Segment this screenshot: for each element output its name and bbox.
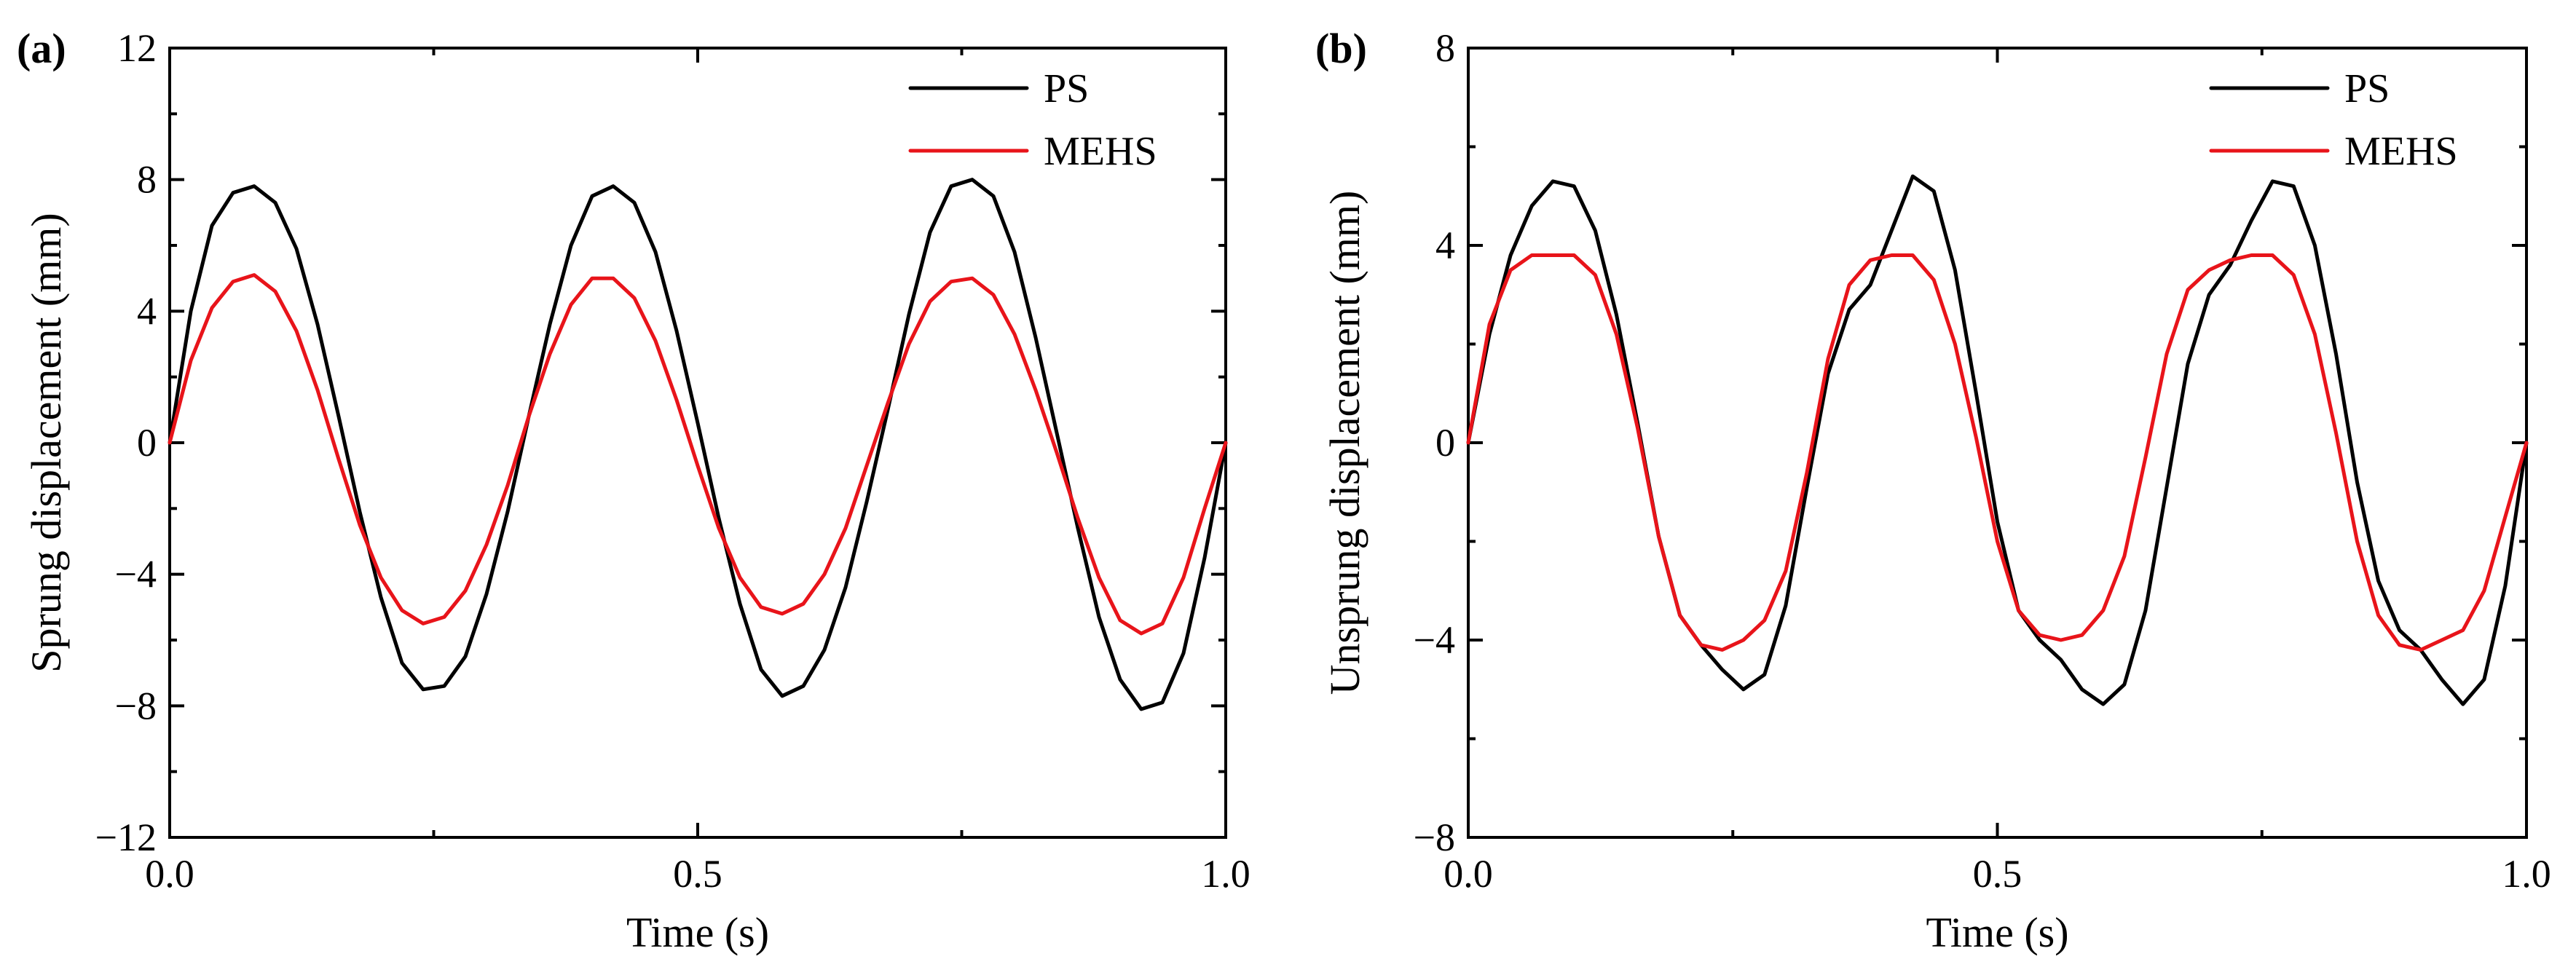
panel-label: (a) [17, 25, 66, 72]
x-tick-label: 0.5 [1973, 852, 2022, 896]
series-line-mehs [168, 273, 1228, 636]
y-tick-label: 12 [117, 26, 157, 70]
panel-label: (b) [1315, 25, 1367, 72]
legend-label-mehs: MEHS [2344, 129, 2458, 174]
y-tick-label: 8 [1435, 26, 1455, 70]
y-tick-label: −4 [115, 553, 157, 596]
x-tick-label: 1.0 [2502, 852, 2551, 896]
x-tick-label: 1.0 [1201, 852, 1250, 896]
y-tick-label: 0 [137, 421, 157, 465]
y-tick-label: 4 [137, 289, 157, 333]
legend-label-ps: PS [2344, 66, 2390, 111]
x-axis-label: Time (s) [1926, 909, 2068, 956]
y-tick-label: −8 [115, 684, 157, 727]
series-line-ps [1466, 174, 2529, 706]
y-tick-label: −12 [95, 816, 157, 859]
y-tick-label: 0 [1435, 421, 1455, 465]
y-tick-label: 8 [137, 158, 157, 202]
x-tick-label: 0.0 [1443, 852, 1493, 896]
y-tick-label: 4 [1435, 224, 1455, 267]
legend-label-ps: PS [1044, 66, 1089, 111]
x-tick-label: 0.5 [673, 852, 722, 896]
y-axis-label: Sprung displacement (mm) [23, 213, 70, 672]
legend-label-mehs: MEHS [1044, 129, 1157, 174]
y-tick-label: −8 [1414, 816, 1455, 859]
chart-panel-b: −8 −4 0 4 8 0.0 0.5 1.0 Time (s) Unsprung displac… [1315, 25, 2551, 956]
y-tick-label: −4 [1414, 618, 1455, 662]
x-tick-label: 0.0 [145, 852, 194, 896]
x-axis-label: Time (s) [626, 909, 769, 956]
series-line-ps [168, 178, 1228, 711]
y-axis-label: Unsprung displacement (mm) [1321, 191, 1368, 695]
chart-panel-a: −12 −8 −4 0 4 8 12 0.0 0.5 1.0 Time (s) Sprung disp… [17, 25, 1250, 956]
series-line-mehs [1466, 253, 2529, 652]
